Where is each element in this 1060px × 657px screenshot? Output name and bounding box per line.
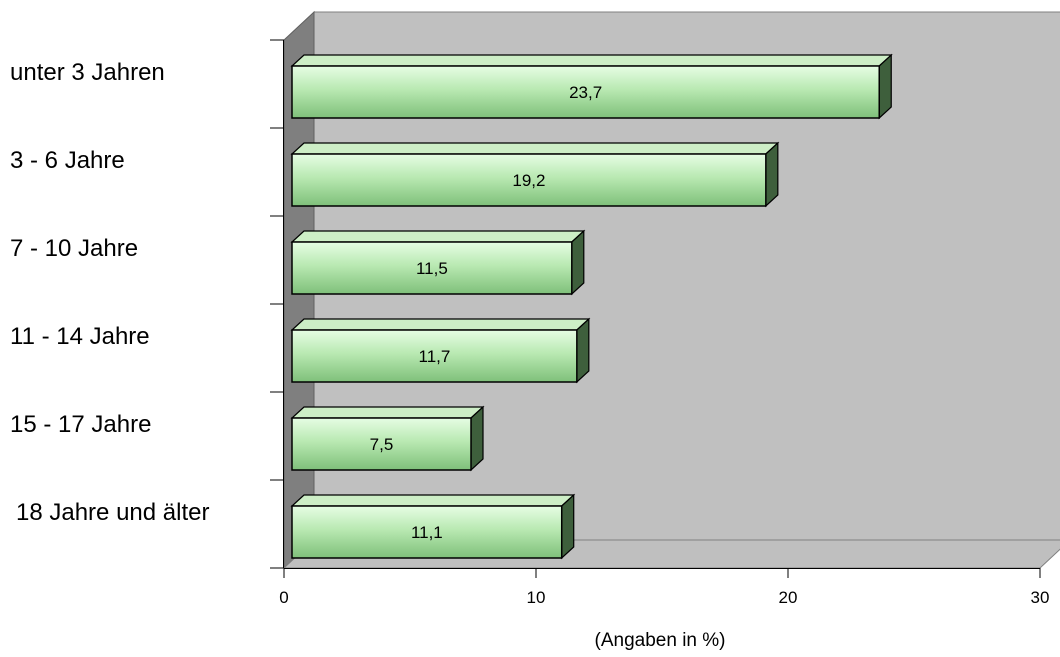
x-tick-label: 30 [1031, 588, 1050, 607]
bar-value-label: 11,5 [416, 259, 448, 278]
bar-front-face [291, 241, 573, 295]
bar-top-face [290, 142, 780, 155]
bars [290, 53, 893, 560]
bar-side-face [765, 141, 779, 208]
category-label: 3 - 6 Jahre [10, 147, 125, 174]
bar-top-face [290, 230, 586, 243]
bar-side-face [470, 405, 484, 472]
bar-value-label: 19,2 [512, 171, 545, 190]
bar-5 [290, 405, 485, 472]
bar-front-face [291, 417, 472, 471]
labels: 0 10 20 30 23,7 unter 3 Jahren 19,2 3 - 6 Jahre… [10, 59, 1049, 607]
bar-side-face [576, 317, 590, 384]
bar-value-label: 23,7 [569, 83, 602, 102]
category-label: 18 Jahre und älter [16, 499, 209, 526]
x-tick-label: 10 [527, 588, 546, 607]
axes [270, 39, 1041, 578]
bar-front-face [291, 329, 578, 383]
bar-1 [290, 53, 893, 120]
bar-top-face [290, 406, 485, 419]
bar-top-face [290, 54, 893, 67]
bar-value-label: 7,5 [370, 435, 394, 454]
bar-top-face [290, 318, 591, 331]
bar-front-face [291, 505, 563, 559]
x-tick-label: 0 [279, 588, 288, 607]
x-tick-label: 20 [779, 588, 798, 607]
category-label: 15 - 17 Jahre [10, 411, 151, 438]
category-label: unter 3 Jahren [10, 59, 165, 86]
bar-4 [290, 317, 591, 384]
bar-6 [290, 493, 576, 560]
bar-value-label: 11,7 [419, 347, 451, 366]
bar-3 [290, 229, 586, 296]
category-label: 7 - 10 Jahre [10, 235, 138, 262]
bar-side-face [561, 493, 575, 560]
bar-front-face [291, 65, 880, 119]
category-label: 11 - 14 Jahre [10, 323, 150, 350]
bar-value-label: 11,1 [411, 523, 443, 542]
x-axis-title: (Angaben in %) [595, 630, 726, 651]
bar-side-face [878, 53, 892, 120]
bar-top-face [290, 494, 576, 507]
bar-side-face [571, 229, 585, 296]
bar-2 [290, 141, 780, 208]
bar-front-face [291, 153, 767, 207]
